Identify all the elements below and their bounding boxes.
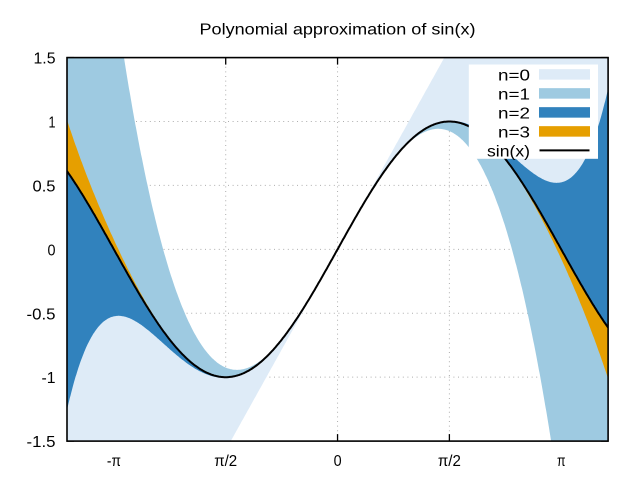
svg-text:π/2: π/2 [214, 453, 237, 470]
svg-text:0.5: 0.5 [33, 178, 56, 195]
svg-text:-0.5: -0.5 [27, 306, 56, 323]
svg-text:0: 0 [48, 242, 56, 259]
svg-text:π: π [557, 453, 566, 470]
svg-text:1: 1 [49, 115, 56, 132]
svg-text:sin(x): sin(x) [487, 143, 530, 160]
svg-text:π/2: π/2 [438, 453, 461, 470]
svg-text:Polynomial approximation of si: Polynomial approximation of sin(x) [200, 22, 476, 39]
svg-text:n=3: n=3 [498, 124, 530, 141]
svg-text:1.5: 1.5 [34, 51, 56, 68]
svg-text:n=2: n=2 [498, 105, 530, 122]
svg-text:-π: -π [107, 453, 121, 470]
svg-text:n=0: n=0 [498, 67, 530, 84]
svg-text:-1: -1 [42, 370, 56, 387]
svg-text:0: 0 [334, 453, 342, 470]
svg-text:n=1: n=1 [498, 86, 530, 103]
svg-text:-1.5: -1.5 [27, 434, 56, 451]
